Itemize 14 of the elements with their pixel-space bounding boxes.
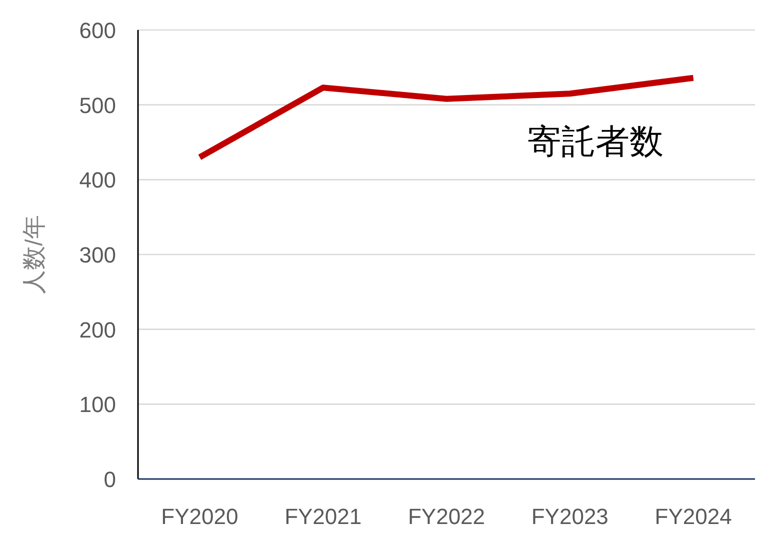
y-tick-label: 200 bbox=[79, 317, 116, 342]
x-tick-label: FY2024 bbox=[654, 504, 732, 529]
y-tick-label: 500 bbox=[79, 92, 116, 118]
y-tick-label: 300 bbox=[79, 242, 116, 268]
y-tick-label: 600 bbox=[79, 18, 116, 43]
y-axis-title: 人数/年 bbox=[21, 215, 48, 294]
y-tick-label: 0 bbox=[104, 467, 116, 492]
x-tick-label: FY2022 bbox=[408, 504, 486, 529]
y-tick-label: 400 bbox=[79, 168, 116, 193]
y-tick-label: 100 bbox=[79, 392, 116, 418]
x-tick-label: FY2023 bbox=[531, 504, 608, 529]
series-label: 寄託者数 bbox=[527, 122, 664, 161]
x-tick-label: FY2021 bbox=[284, 504, 362, 529]
x-tick-label: FY2020 bbox=[161, 504, 238, 529]
